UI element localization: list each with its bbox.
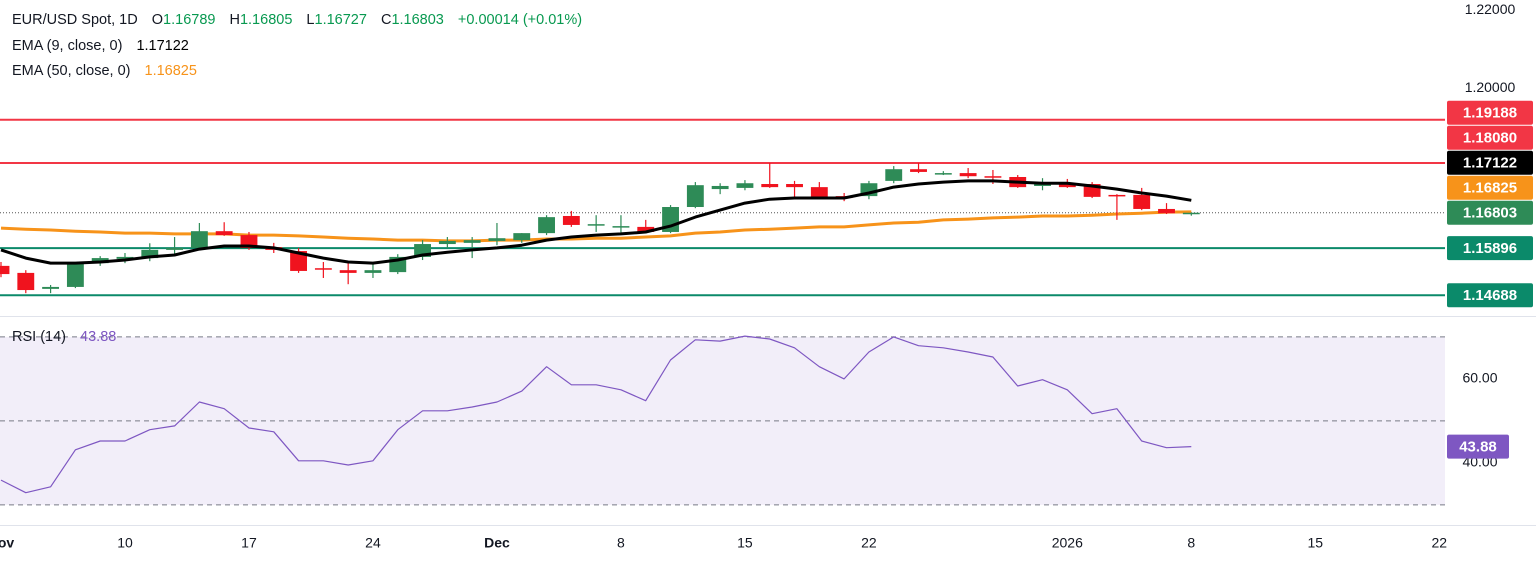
open-value: 1.16789 xyxy=(163,12,216,28)
candle-body xyxy=(488,238,506,241)
rsi-tick-label: 60.00 xyxy=(1462,370,1497,386)
y-tick-label: 1.20000 xyxy=(1465,79,1516,95)
y-tick-label: 1.22000 xyxy=(1465,1,1516,17)
x-tick-label: 22 xyxy=(1432,535,1448,551)
candle-body xyxy=(17,272,35,291)
candle-body xyxy=(984,176,1002,178)
ohlc-label: H xyxy=(229,12,240,28)
candle-body xyxy=(612,226,630,228)
candle-body xyxy=(637,226,655,232)
price-label-box xyxy=(1447,100,1533,125)
ohlc-label: O xyxy=(151,12,164,28)
x-tick-label: 24 xyxy=(365,535,381,551)
price-label: 1.16803 xyxy=(1463,205,1517,222)
candle-body xyxy=(116,256,134,259)
candle-body xyxy=(364,270,382,273)
candle-body xyxy=(1058,183,1076,188)
indicator-value: 1.16825 xyxy=(144,63,197,79)
candle-body xyxy=(290,251,308,271)
candle-body xyxy=(1108,194,1126,197)
x-tick-label: 22 xyxy=(861,535,877,551)
price-label-box xyxy=(1447,150,1533,175)
candle-body xyxy=(1133,194,1151,209)
indicator-value: 1.17122 xyxy=(136,38,189,54)
candle-body xyxy=(786,184,803,188)
rsi-line xyxy=(0,335,1192,494)
price-label: 1.14688 xyxy=(1463,287,1517,304)
chart-title: EUR/USD Spot, 1D xyxy=(12,12,138,28)
chart-header: EUR/USD Spot, 1D O1.16789 H1.16805 L1.16… xyxy=(12,12,582,28)
x-tick-label: 15 xyxy=(737,535,753,551)
indicator-name: EMA (50, close, 0) xyxy=(12,63,131,79)
price-label: 1.16825 xyxy=(1463,180,1517,197)
candle-body xyxy=(339,270,357,273)
low-value: 1.16727 xyxy=(314,12,367,28)
candle-body xyxy=(314,268,332,270)
ohlc-label: C xyxy=(380,12,392,28)
rsi-value: 43.88 xyxy=(80,329,117,345)
indicator-legend: EMA (9, close, 0) 1.17122 xyxy=(12,38,189,54)
candle-body xyxy=(562,215,580,225)
candle-body xyxy=(587,224,605,226)
x-tick-label: 15 xyxy=(1308,535,1324,551)
price-label-box xyxy=(1447,125,1533,150)
candle-body xyxy=(1182,212,1200,215)
rsi-name: RSI (14) xyxy=(12,329,66,345)
candle-body xyxy=(463,240,481,243)
indicator-legend: EMA (50, close, 0) 1.16825 xyxy=(12,63,197,79)
x-tick-label: 2026 xyxy=(1052,535,1083,551)
x-tick-label: Dec xyxy=(484,535,510,551)
rsi-label: 43.88 xyxy=(1459,439,1497,456)
candle-body xyxy=(959,173,977,177)
candle-body xyxy=(42,286,60,289)
candle-body xyxy=(1158,208,1175,214)
ohlc-label: L xyxy=(306,12,315,28)
candle-body xyxy=(885,169,903,181)
price-label: 1.19188 xyxy=(1463,105,1517,122)
candle-body xyxy=(66,263,84,287)
high-value: 1.16805 xyxy=(239,12,293,28)
price-label-box xyxy=(1447,283,1533,308)
indicator-name: EMA (9, close, 0) xyxy=(12,38,123,54)
candle-body xyxy=(438,240,456,245)
price-label-box xyxy=(1447,175,1533,200)
candle-body xyxy=(141,249,159,259)
close-value: 1.16803 xyxy=(391,12,444,28)
x-tick-label: 10 xyxy=(117,535,133,551)
price-label-box xyxy=(1447,200,1533,225)
plot-area xyxy=(0,118,1445,506)
candle-body xyxy=(810,187,828,197)
candle-body xyxy=(910,169,927,172)
price-label-box xyxy=(1447,236,1533,261)
price-label: 1.15896 xyxy=(1463,240,1517,257)
ema-line xyxy=(0,179,1192,265)
x-tick-label: 17 xyxy=(241,535,257,551)
candle-body xyxy=(761,184,779,188)
candle-body xyxy=(190,231,208,248)
rsi-label-box xyxy=(1447,434,1509,459)
candle-body xyxy=(711,185,729,190)
x-tick-label: Nov xyxy=(0,535,14,551)
rsi-legend: RSI (14) 43.88 xyxy=(12,329,116,345)
x-tick-label: 8 xyxy=(617,535,625,551)
candle-body xyxy=(513,233,531,241)
change-value: +0.00014 xyxy=(457,12,519,28)
candle-body xyxy=(736,183,754,188)
candle-body xyxy=(0,265,10,275)
change-percent: (+0.01%) xyxy=(522,12,583,28)
candle-body xyxy=(166,247,184,250)
price-label: 1.17122 xyxy=(1463,155,1517,172)
price-label: 1.18080 xyxy=(1463,130,1517,147)
candle-body xyxy=(538,217,555,234)
candle-body xyxy=(686,185,704,208)
candle-body xyxy=(934,173,952,175)
x-tick-label: 8 xyxy=(1187,535,1195,551)
candle-body xyxy=(215,231,233,236)
